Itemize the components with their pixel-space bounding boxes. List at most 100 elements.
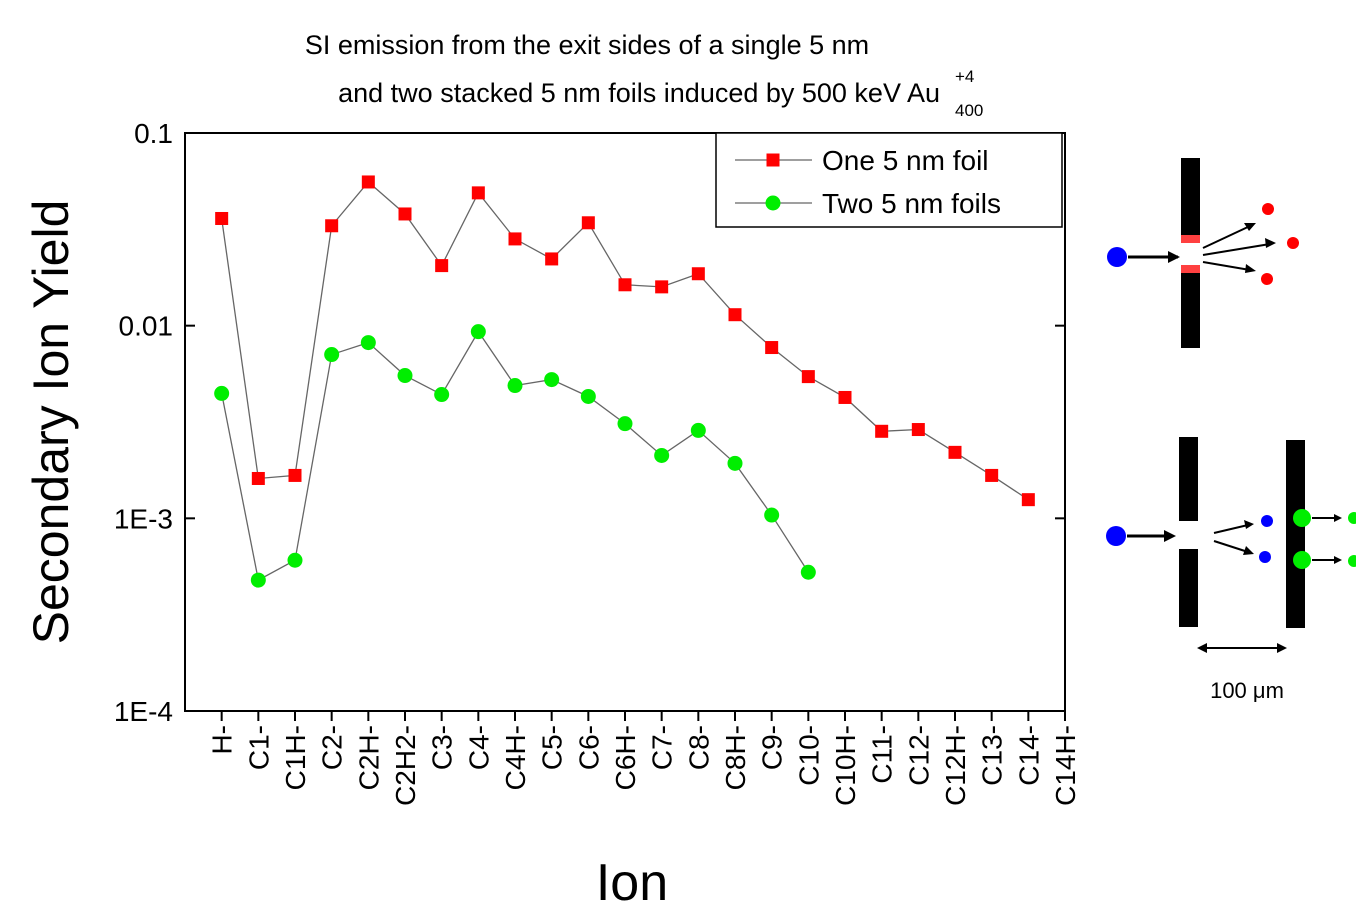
x-tick-label: C1- xyxy=(243,725,274,770)
y-tick-label: 0.01 xyxy=(119,311,174,342)
legend-marker xyxy=(765,195,781,211)
projectile xyxy=(1107,247,1127,267)
data-point xyxy=(985,468,999,482)
data-point xyxy=(948,445,962,459)
title-subscript: 400 xyxy=(955,101,983,120)
legend-marker xyxy=(766,153,780,167)
data-point xyxy=(251,471,265,485)
data-point xyxy=(800,564,816,580)
data-point xyxy=(470,324,486,340)
data-point xyxy=(361,175,375,189)
data-point xyxy=(397,368,413,384)
x-tick-label: C12- xyxy=(903,725,934,786)
data-point xyxy=(215,211,229,225)
data-point xyxy=(580,388,596,404)
data-point xyxy=(214,385,230,401)
data-point xyxy=(434,387,450,403)
x-tick-label: C12H- xyxy=(940,725,971,806)
data-point xyxy=(287,552,303,568)
data-point xyxy=(801,370,815,384)
x-tick-label: C3- xyxy=(427,725,458,770)
data-point xyxy=(691,267,705,281)
data-point xyxy=(250,572,266,588)
x-tick-label: C2H2- xyxy=(390,725,421,806)
y-axis-label: Secondary Ion Yield xyxy=(23,200,79,645)
arrow-heads xyxy=(1244,223,1276,273)
data-point xyxy=(581,216,595,230)
foil xyxy=(1179,549,1198,627)
scale-arrow-heads xyxy=(1197,643,1287,653)
data-point xyxy=(911,423,925,437)
ion xyxy=(1262,203,1274,215)
ion xyxy=(1293,509,1311,527)
data-point xyxy=(654,447,670,463)
x-tick-label: C10- xyxy=(793,725,824,786)
chart-title: and two stacked 5 nm foils induced by 50… xyxy=(338,78,940,108)
x-tick-label: C8H- xyxy=(720,725,751,790)
data-point xyxy=(288,468,302,482)
x-tick-label: C7- xyxy=(647,725,678,770)
foil xyxy=(1179,437,1198,521)
ion xyxy=(1348,512,1356,524)
projectile xyxy=(1106,526,1126,546)
foil xyxy=(1286,440,1305,628)
data-point xyxy=(360,335,376,351)
data-point xyxy=(544,372,560,388)
x-tick-label: C14H- xyxy=(1050,725,1081,806)
scale-label: 100 μm xyxy=(1210,678,1284,703)
x-tick-label: C14- xyxy=(1013,725,1044,786)
title-superscript: +4 xyxy=(955,67,974,86)
data-point xyxy=(618,278,632,292)
x-tick-label: C10H- xyxy=(830,725,861,806)
x-tick-label: C4H- xyxy=(500,725,531,790)
ion xyxy=(1261,515,1273,527)
ion xyxy=(1261,273,1273,285)
data-point xyxy=(324,347,340,363)
x-tick-label: C6H- xyxy=(610,725,641,790)
foil-hole xyxy=(1181,235,1200,273)
x-tick-label: C2H- xyxy=(353,725,384,790)
x-tick-label: C8- xyxy=(683,725,714,770)
data-point xyxy=(764,507,780,523)
data-point xyxy=(471,186,485,200)
x-tick-label: C4- xyxy=(463,725,494,770)
data-point xyxy=(765,341,779,355)
y-tick-label: 0.1 xyxy=(134,118,173,149)
diagram: 100 μm xyxy=(1106,158,1356,703)
data-point xyxy=(325,219,339,233)
data-point xyxy=(435,259,449,273)
x-tick-label: C11- xyxy=(867,725,898,784)
x-axis-label: Ion xyxy=(596,854,668,908)
ion xyxy=(1287,237,1299,249)
data-point xyxy=(655,280,669,294)
x-tick-label: C5- xyxy=(537,725,568,770)
x-tick-label: C9- xyxy=(757,725,788,770)
y-tick-label: 1E-3 xyxy=(114,503,173,534)
hole-edge xyxy=(1181,235,1200,273)
x-tick-label: H- xyxy=(207,725,238,755)
ion xyxy=(1293,551,1311,569)
data-point xyxy=(728,308,742,322)
y-tick-label: 1E-4 xyxy=(114,696,173,727)
data-point xyxy=(1021,493,1035,507)
data-point xyxy=(690,422,706,438)
legend-box xyxy=(715,132,1063,228)
x-tick-label: C13- xyxy=(977,725,1008,786)
data-point xyxy=(507,378,523,394)
legend-label: Two 5 nm foils xyxy=(822,188,1001,219)
data-point xyxy=(617,416,633,432)
ion xyxy=(1259,551,1271,563)
x-tick-label: C6- xyxy=(573,725,604,770)
data-point xyxy=(838,390,852,404)
data-point xyxy=(508,232,522,246)
ion xyxy=(1348,555,1356,567)
chart-title: SI emission from the exit sides of a sin… xyxy=(305,30,869,60)
arrows xyxy=(1202,225,1271,271)
data-point xyxy=(875,424,889,438)
arrow-head xyxy=(1168,251,1180,263)
arrow-head xyxy=(1164,530,1176,542)
data-point xyxy=(545,252,559,266)
x-tick-label: C1H- xyxy=(280,725,311,790)
